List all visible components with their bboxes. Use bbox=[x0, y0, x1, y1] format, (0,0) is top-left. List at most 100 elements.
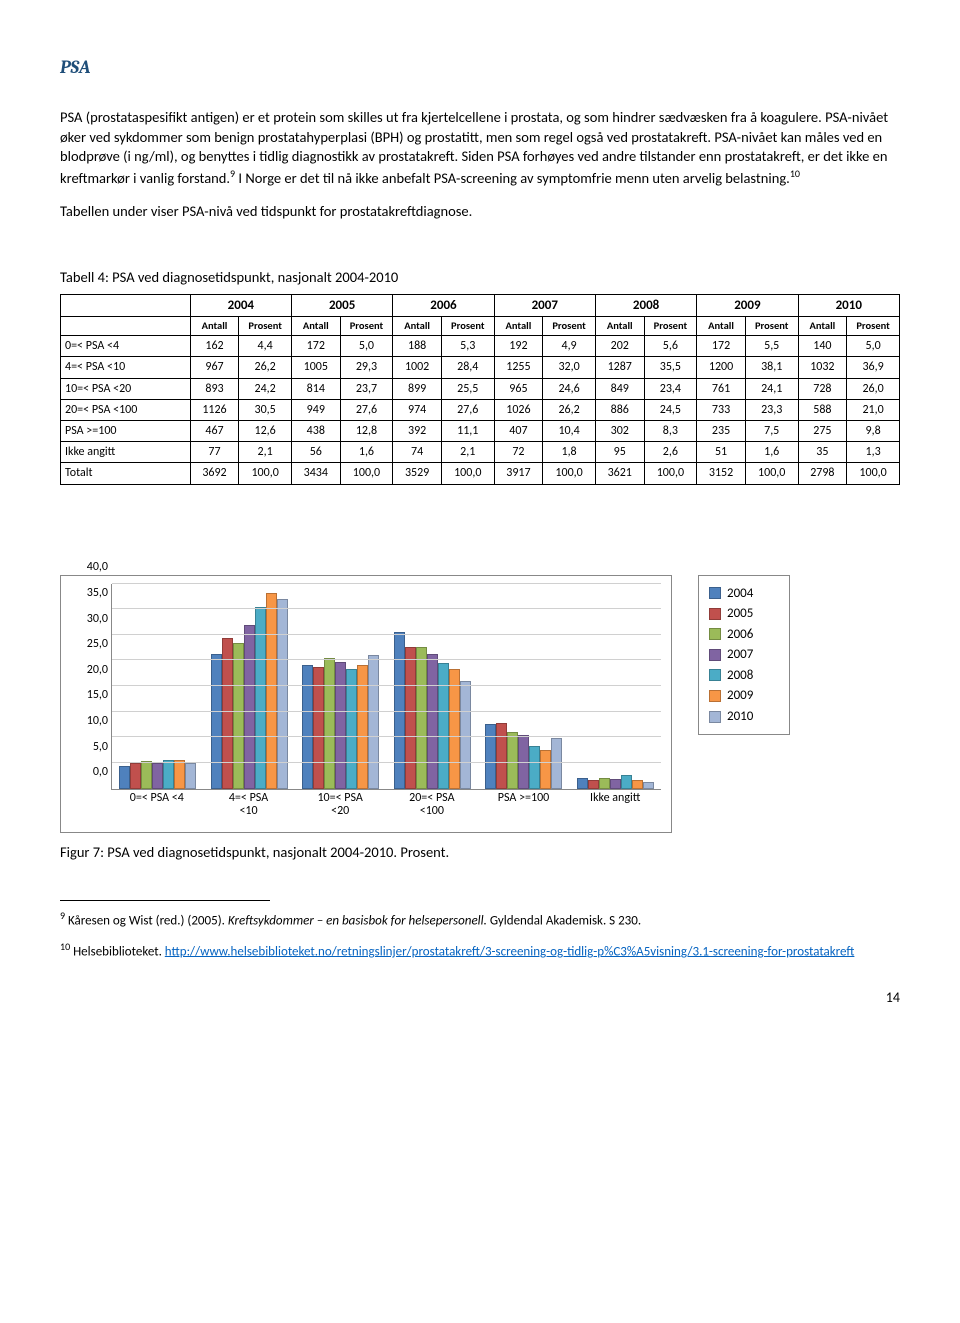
y-tick-label: 30,0 bbox=[87, 611, 108, 627]
y-tick-label: 10,0 bbox=[87, 713, 108, 729]
footnote-9: 9 Kåresen og Wist (red.) (2005). Kreftsy… bbox=[60, 909, 900, 930]
row-label: Ikke angitt bbox=[61, 442, 191, 463]
sub-header: Prosent bbox=[745, 317, 798, 336]
sub-header: Prosent bbox=[543, 317, 596, 336]
year-header: 2009 bbox=[697, 294, 798, 317]
bar bbox=[222, 638, 233, 788]
bar bbox=[368, 655, 379, 788]
legend-label: 2005 bbox=[727, 605, 753, 623]
bar bbox=[632, 780, 643, 788]
table-cell: 974 bbox=[393, 399, 442, 420]
table-cell: 1002 bbox=[393, 357, 442, 378]
table-cell: 5,5 bbox=[745, 336, 798, 357]
legend-item: 2005 bbox=[709, 605, 779, 623]
bar-group bbox=[570, 584, 662, 789]
table-row: Totalt3692100,03434100,03529100,03917100… bbox=[61, 463, 900, 484]
legend-label: 2007 bbox=[727, 646, 753, 664]
table-cell: 1,3 bbox=[847, 442, 900, 463]
bar bbox=[460, 681, 471, 789]
sub-header: Antall bbox=[697, 317, 746, 336]
table-cell: 28,4 bbox=[441, 357, 494, 378]
bar bbox=[130, 763, 141, 789]
footnote-9-pre: Kåresen og Wist (red.) (2005). bbox=[65, 913, 228, 928]
table-cell: 5,3 bbox=[441, 336, 494, 357]
sub-header: Antall bbox=[494, 317, 543, 336]
table-cell: 74 bbox=[393, 442, 442, 463]
table-cell: 26,2 bbox=[543, 399, 596, 420]
table-cell: 1200 bbox=[697, 357, 746, 378]
bar bbox=[211, 654, 222, 788]
bar bbox=[119, 766, 130, 789]
table-cell: 2,6 bbox=[644, 442, 697, 463]
bar bbox=[174, 760, 185, 788]
table-cell: 893 bbox=[190, 378, 239, 399]
table-cell: 8,3 bbox=[644, 420, 697, 441]
legend-swatch bbox=[709, 608, 721, 620]
y-tick-label: 35,0 bbox=[87, 585, 108, 601]
year-header: 2004 bbox=[190, 294, 291, 317]
para1-tail: I Norge er det til nå ikke anbefalt PSA-… bbox=[235, 169, 790, 187]
bar bbox=[324, 658, 335, 789]
bar bbox=[141, 761, 152, 788]
bar bbox=[438, 663, 449, 789]
footnote-10-link[interactable]: http://www.helsebiblioteket.no/retningsl… bbox=[165, 944, 855, 959]
legend-label: 2004 bbox=[727, 585, 753, 603]
sub-header: Prosent bbox=[239, 317, 292, 336]
table-cell: 11,1 bbox=[441, 420, 494, 441]
table-cell: 192 bbox=[494, 336, 543, 357]
year-header: 2010 bbox=[798, 294, 899, 317]
bar bbox=[588, 780, 599, 788]
bar bbox=[266, 593, 277, 788]
bar-group bbox=[112, 584, 204, 789]
bar bbox=[621, 775, 632, 788]
table-cell: 172 bbox=[291, 336, 340, 357]
table-cell: 2,1 bbox=[239, 442, 292, 463]
bar bbox=[163, 760, 174, 789]
legend-label: 2010 bbox=[727, 708, 753, 726]
table-row: PSA >=10046712,643812,839211,140710,4302… bbox=[61, 420, 900, 441]
bar-group bbox=[478, 584, 570, 789]
table-cell: 27,6 bbox=[340, 399, 393, 420]
sub-header: Antall bbox=[190, 317, 239, 336]
legend-item: 2010 bbox=[709, 708, 779, 726]
footnote-9-italic: Kreftsykdommer – en basisbok for helsepe… bbox=[228, 913, 487, 928]
legend-swatch bbox=[709, 711, 721, 723]
sub-header: Antall bbox=[291, 317, 340, 336]
table-cell: 26,2 bbox=[239, 357, 292, 378]
year-header: 2005 bbox=[291, 294, 392, 317]
chart-wrapper: 0,05,010,015,020,025,030,035,040,0 0=< P… bbox=[60, 575, 900, 833]
table-cell: 814 bbox=[291, 378, 340, 399]
table-cell: 5,0 bbox=[340, 336, 393, 357]
bar bbox=[551, 738, 562, 788]
table-cell: 10,4 bbox=[543, 420, 596, 441]
table-cell: 72 bbox=[494, 442, 543, 463]
table-cell: 188 bbox=[393, 336, 442, 357]
legend-swatch bbox=[709, 690, 721, 702]
page-number: 14 bbox=[60, 989, 900, 1008]
bar bbox=[233, 643, 244, 789]
table-cell: 1255 bbox=[494, 357, 543, 378]
bar-group bbox=[387, 584, 479, 789]
table-cell: 1,8 bbox=[543, 442, 596, 463]
table-cell: 23,3 bbox=[745, 399, 798, 420]
table-cell: 35,5 bbox=[644, 357, 697, 378]
table-cell: 38,1 bbox=[745, 357, 798, 378]
table-cell: 100,0 bbox=[644, 463, 697, 484]
table-cell: 12,6 bbox=[239, 420, 292, 441]
footnote-10-pre: Helsebiblioteket. bbox=[70, 944, 165, 959]
table-cell: 588 bbox=[798, 399, 847, 420]
legend-swatch bbox=[709, 649, 721, 661]
y-tick-label: 40,0 bbox=[87, 559, 108, 575]
table-cell: 761 bbox=[697, 378, 746, 399]
bar bbox=[346, 669, 357, 789]
chart-legend: 2004200520062007200820092010 bbox=[698, 575, 790, 736]
year-header: 2007 bbox=[494, 294, 595, 317]
bar bbox=[405, 647, 416, 788]
table-cell: 140 bbox=[798, 336, 847, 357]
row-label: 20=< PSA <100 bbox=[61, 399, 191, 420]
bar bbox=[416, 647, 427, 788]
table-cell: 899 bbox=[393, 378, 442, 399]
table-cell: 5,0 bbox=[847, 336, 900, 357]
legend-item: 2007 bbox=[709, 646, 779, 664]
bar bbox=[485, 724, 496, 789]
